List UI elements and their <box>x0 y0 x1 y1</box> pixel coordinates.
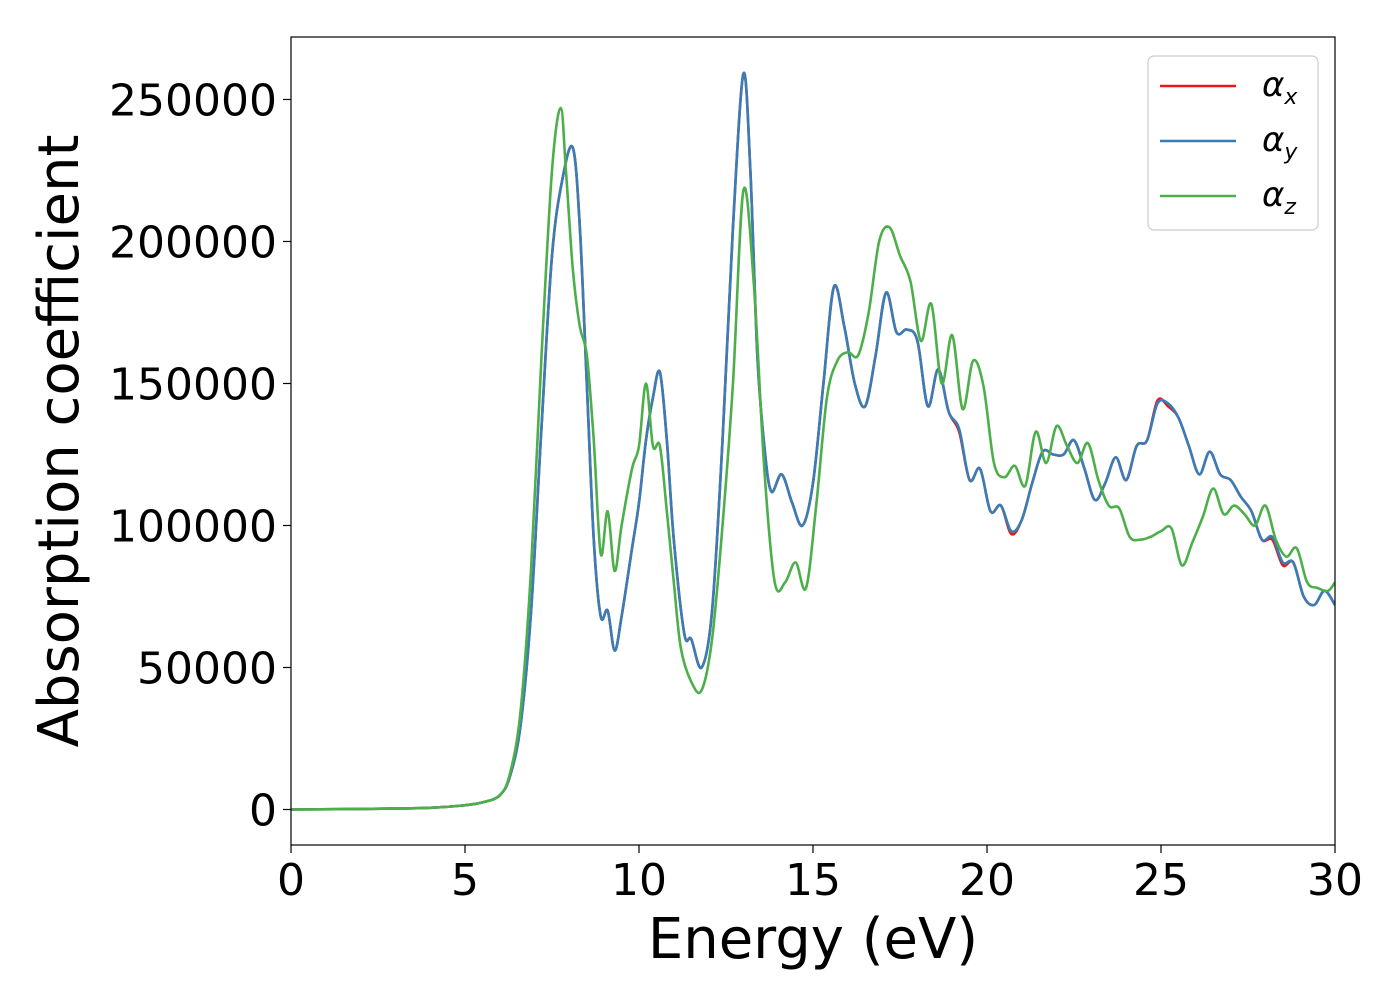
legend: αx αy αz <box>1147 55 1319 231</box>
x-axis-label: Energy (eV) <box>648 907 978 972</box>
series-line-y <box>291 71 1335 811</box>
legend-label: αz <box>1262 175 1296 220</box>
y-tick-label: 200000 <box>109 217 277 268</box>
x-tick-label: 15 <box>785 855 841 906</box>
series-line-z <box>291 106 1335 811</box>
x-tick-label: 10 <box>611 855 667 906</box>
legend-entry-z: αz <box>1160 175 1296 220</box>
ticks-layer: 0 5 10 15 20 25 30 0 50000 100000 150000 200000 2500… <box>109 75 1363 906</box>
series-layer <box>291 71 1335 811</box>
y-tick-label: 100000 <box>109 501 277 552</box>
legend-box <box>1147 55 1319 231</box>
x-tick-label: 5 <box>451 855 479 906</box>
y-tick-label: 250000 <box>109 75 277 126</box>
legend-entry-y: αy <box>1160 120 1298 165</box>
x-tick-label: 20 <box>959 855 1015 906</box>
x-tick-label: 25 <box>1133 855 1189 906</box>
legend-label: αy <box>1262 120 1298 165</box>
y-axis-label: Absorption coefficient <box>27 135 92 748</box>
legend-entry-x: αx <box>1160 65 1298 110</box>
y-tick-label: 150000 <box>109 359 277 410</box>
y-tick-label: 0 <box>249 785 277 836</box>
y-tick-label: 50000 <box>137 643 277 694</box>
x-tick-label: 0 <box>277 855 305 906</box>
legend-label: αx <box>1262 65 1298 110</box>
x-tick-label: 30 <box>1307 855 1363 906</box>
